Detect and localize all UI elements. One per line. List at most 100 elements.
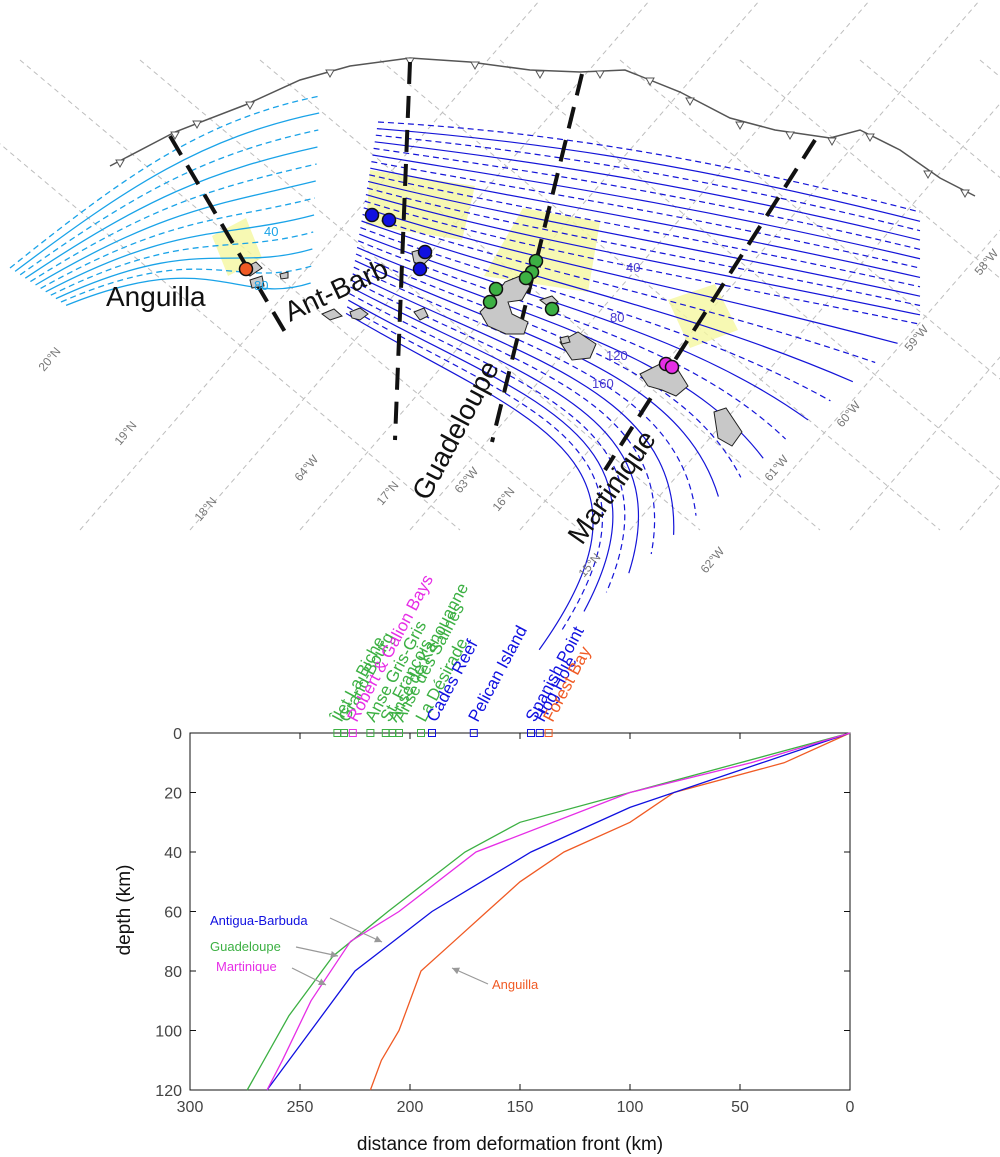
- contour-deep: [369, 174, 921, 288]
- map-site-marker: [488, 281, 504, 297]
- x-tick-label: 250: [287, 1099, 314, 1116]
- contour-label-shallow-80: 80: [254, 278, 268, 293]
- island-stmartin: [249, 275, 265, 289]
- contour-shallow: [65, 277, 311, 307]
- contour-deep: [353, 266, 697, 516]
- trench-tooth: [735, 121, 745, 131]
- x-tick-label: 0: [846, 1099, 855, 1116]
- arrow-martinique: [291, 967, 327, 986]
- island-stbarts: [279, 271, 289, 280]
- contour-label-deep-120: 120: [606, 348, 628, 363]
- transect-martinique: [603, 138, 817, 472]
- site-tick-marker: [527, 729, 535, 737]
- contour-label-deep-160: 160: [592, 376, 614, 391]
- contour-shallow: [14, 112, 320, 272]
- y-tick-label: 20: [164, 786, 182, 803]
- contour-shallow: [50, 231, 314, 296]
- contour-deep: [371, 161, 921, 269]
- graticule-line-lon: [629, 102, 1000, 531]
- contour-shallow: [19, 129, 319, 276]
- series-line-antigua-barbuda: [266, 732, 851, 1091]
- contour-deep: [345, 312, 594, 651]
- transect-antbarb: [393, 61, 412, 441]
- contour-deep: [372, 154, 921, 260]
- contour-deep: [364, 200, 921, 325]
- map-site-marker: [518, 270, 534, 286]
- trench-tooth: [170, 131, 180, 141]
- site-tick-marker: [417, 729, 425, 737]
- map-site-marker: [238, 261, 254, 277]
- series-line-guadeloupe: [246, 732, 851, 1091]
- contour-shallow: [24, 146, 318, 279]
- trench-tooth: [115, 159, 125, 169]
- contour-deep: [370, 167, 921, 279]
- island-stlucia: [713, 407, 743, 447]
- contour-deep: [360, 227, 831, 402]
- island-antigua-small: [413, 307, 429, 321]
- contour-deep: [373, 147, 921, 250]
- contour-deep: [352, 273, 675, 535]
- x-tick-label: 100: [617, 1099, 644, 1116]
- grid-label-18n: 18°N: [192, 494, 220, 524]
- contour-shallow: [30, 163, 317, 283]
- grid-label-64w: 64°W: [292, 452, 322, 484]
- trench-tooth: [595, 70, 605, 80]
- grid-label-17n: 17°N: [374, 478, 402, 508]
- trench-teeth: [115, 57, 970, 199]
- map-site-marker: [417, 244, 433, 260]
- grid-label-58w: 58°W: [972, 246, 1000, 278]
- island-statia: [349, 307, 369, 321]
- x-tick-label: 200: [397, 1099, 424, 1116]
- graticule-line-lon: [739, 229, 1000, 531]
- contour-deep: [355, 253, 742, 478]
- trench-tooth: [685, 97, 695, 107]
- trench-tooth: [470, 61, 480, 71]
- contour-label-shallow-40: 40: [264, 224, 278, 239]
- y-tick-label: 60: [164, 905, 182, 922]
- map-site-marker: [482, 294, 498, 310]
- contour-shallow: [45, 214, 315, 293]
- x-tick-label: 50: [731, 1099, 749, 1116]
- axis-ticks: 300 250 200 150 100 50 0 0 20 40 60 80 100 120: [155, 726, 854, 1116]
- contour-label-deep-80: 80: [610, 310, 624, 325]
- graticule-line-lat: [379, 59, 941, 531]
- trench-tooth: [785, 131, 795, 141]
- site-tick-marker: [340, 729, 348, 737]
- map-site-marker: [544, 301, 560, 317]
- depth-profile-chart: 300 250 200 150 100 50 0 0 20 40 60 80 100 120 Antigu…: [114, 726, 855, 1155]
- trench-tooth: [645, 77, 655, 87]
- trench-tooth: [192, 120, 202, 130]
- trench-tooth: [245, 101, 255, 111]
- y-tick-label: 100: [155, 1024, 182, 1041]
- contour-shallow: [60, 265, 312, 303]
- plot-frame: [189, 732, 851, 1091]
- series-annotations: Antigua-Barbuda Guadeloupe Martinique An…: [210, 913, 539, 992]
- chart-series: [246, 732, 851, 1091]
- contour-labels: 40 80 40 80 120 160: [254, 224, 640, 391]
- graticule-line-lat: [619, 59, 1000, 380]
- trench-tooth: [535, 70, 545, 80]
- trench-path: [109, 57, 976, 197]
- site-label: Pelican Island: [465, 623, 531, 725]
- map-site-marker: [412, 261, 428, 277]
- contour-label-deep-40: 40: [626, 260, 640, 275]
- highlight-box-guadeloupe: [484, 208, 600, 292]
- transect-anguilla: [168, 134, 287, 334]
- island-saba: [321, 308, 343, 321]
- trench-tooth: [865, 133, 875, 143]
- contour-deep: [354, 260, 719, 497]
- y-axis-label: depth (km): [114, 865, 135, 956]
- site-tick-marker: [535, 729, 544, 737]
- y-tick-label: 0: [173, 726, 182, 743]
- site-tick-marker: [348, 729, 357, 737]
- series-line-anguilla: [369, 732, 851, 1091]
- annotation-guadeloupe: Guadeloupe: [210, 939, 281, 954]
- trench-tooth: [405, 57, 415, 67]
- trench-tooth: [923, 170, 933, 180]
- contour-deep: [350, 286, 640, 574]
- x-axis-label: distance from deformation front (km): [357, 1134, 663, 1155]
- site-tick-marker: [395, 729, 403, 737]
- contour-deep: [365, 194, 921, 316]
